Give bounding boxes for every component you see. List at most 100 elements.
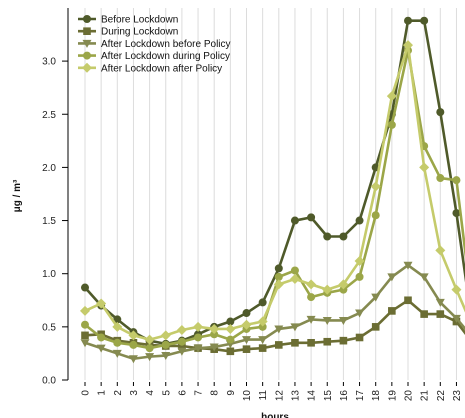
data-point — [258, 344, 267, 352]
x-tick-label: 16 — [339, 390, 350, 402]
data-point — [81, 331, 89, 340]
data-point — [403, 261, 413, 270]
data-point — [161, 340, 170, 349]
x-tick-label: 13 — [290, 390, 301, 402]
data-point — [274, 264, 283, 273]
data-point — [420, 310, 428, 318]
data-point — [144, 334, 155, 345]
data-point — [113, 315, 122, 324]
data-point — [226, 347, 235, 356]
data-point — [404, 16, 412, 25]
data-point — [145, 344, 154, 353]
legend-label: After Lockdown before Policy — [101, 39, 231, 50]
data-point — [258, 322, 267, 331]
x-tick-label: 4 — [145, 390, 156, 396]
x-tick-label: 8 — [210, 390, 221, 396]
legend-label: After Lockdown during Policy — [101, 51, 230, 62]
legend-item: Before Lockdown — [78, 15, 178, 26]
x-axis-title: hours — [261, 412, 289, 418]
data-point — [194, 333, 203, 342]
x-tick-label: 12 — [274, 390, 285, 402]
data-point — [193, 344, 203, 353]
data-point — [338, 316, 348, 325]
data-point — [355, 309, 365, 318]
data-point — [371, 323, 380, 331]
y-tick-label: 2.0 — [42, 163, 56, 174]
data-point — [242, 336, 251, 345]
x-tick-label: 17 — [355, 390, 366, 402]
data-point — [97, 333, 106, 342]
data-point — [339, 232, 348, 241]
data-point — [113, 338, 122, 347]
data-point — [419, 162, 430, 173]
data-point — [355, 333, 364, 342]
data-point — [452, 209, 461, 218]
data-point — [226, 317, 235, 326]
data-point — [225, 323, 236, 334]
legend-item: After Lockdown after Policy — [78, 62, 222, 74]
series-4 — [81, 46, 465, 353]
data-point — [306, 315, 316, 324]
data-point — [258, 336, 268, 345]
x-tick-label: 1 — [97, 390, 108, 396]
y-ticks: 0.0 0.5 1.0 1.5 2.0 2.5 3.0 — [42, 57, 68, 387]
x-ticks: 0123456789101112131415161718192021222324 — [81, 382, 463, 402]
y-tick-label: 0.0 — [42, 376, 56, 387]
y-tick-label: 1.5 — [42, 216, 56, 227]
x-tick-label: 11 — [258, 390, 269, 401]
x-tick-label: 5 — [161, 390, 172, 396]
data-point — [209, 323, 220, 334]
data-point — [291, 338, 299, 347]
x-tick-label: 2 — [113, 390, 124, 396]
x-tick-label: 6 — [177, 390, 188, 396]
data-point — [435, 245, 446, 256]
data-point — [177, 347, 187, 356]
data-point — [226, 335, 235, 344]
data-point — [404, 296, 412, 305]
data-point — [241, 319, 252, 330]
legend-label: During Lockdown — [101, 27, 178, 38]
x-tick-label: 21 — [420, 390, 431, 402]
x-tick-label: 15 — [323, 390, 334, 402]
legend-marker — [83, 27, 91, 35]
data-point — [451, 314, 461, 323]
legend-marker — [83, 51, 91, 60]
y-tick-label: 3.0 — [42, 57, 56, 68]
data-point — [436, 310, 445, 318]
data-point — [178, 342, 186, 350]
data-point — [129, 340, 138, 349]
legend-marker — [83, 15, 91, 23]
data-point — [306, 279, 317, 290]
data-point — [160, 330, 171, 341]
data-point — [420, 16, 429, 25]
data-point — [242, 345, 251, 353]
legend-marker — [82, 39, 92, 48]
data-point — [289, 274, 300, 285]
data-point — [307, 293, 316, 302]
legend-marker — [82, 62, 92, 73]
vertical-grid — [84, 8, 457, 380]
data-point — [387, 273, 397, 282]
data-point — [274, 272, 283, 281]
x-tick-label: 20 — [404, 390, 415, 402]
y-tick-label: 1.0 — [42, 269, 56, 280]
data-point — [322, 316, 332, 325]
data-point — [451, 284, 462, 295]
data-point — [209, 343, 219, 352]
legend-item: After Lockdown during Policy — [78, 51, 230, 62]
legend-label: Before Lockdown — [101, 15, 178, 26]
data-point — [242, 309, 251, 318]
data-point — [355, 272, 364, 281]
data-point — [274, 325, 284, 334]
x-tick-label: 3 — [129, 390, 140, 396]
x-tick-label: 23 — [452, 390, 463, 402]
x-tick-label: 14 — [307, 390, 318, 402]
x-tick-label: 19 — [387, 390, 398, 402]
data-point — [307, 338, 315, 347]
data-point — [419, 273, 429, 282]
series-5 — [80, 40, 465, 345]
data-point — [193, 321, 204, 332]
data-point — [323, 337, 332, 346]
x-tick-label: 22 — [436, 390, 447, 402]
